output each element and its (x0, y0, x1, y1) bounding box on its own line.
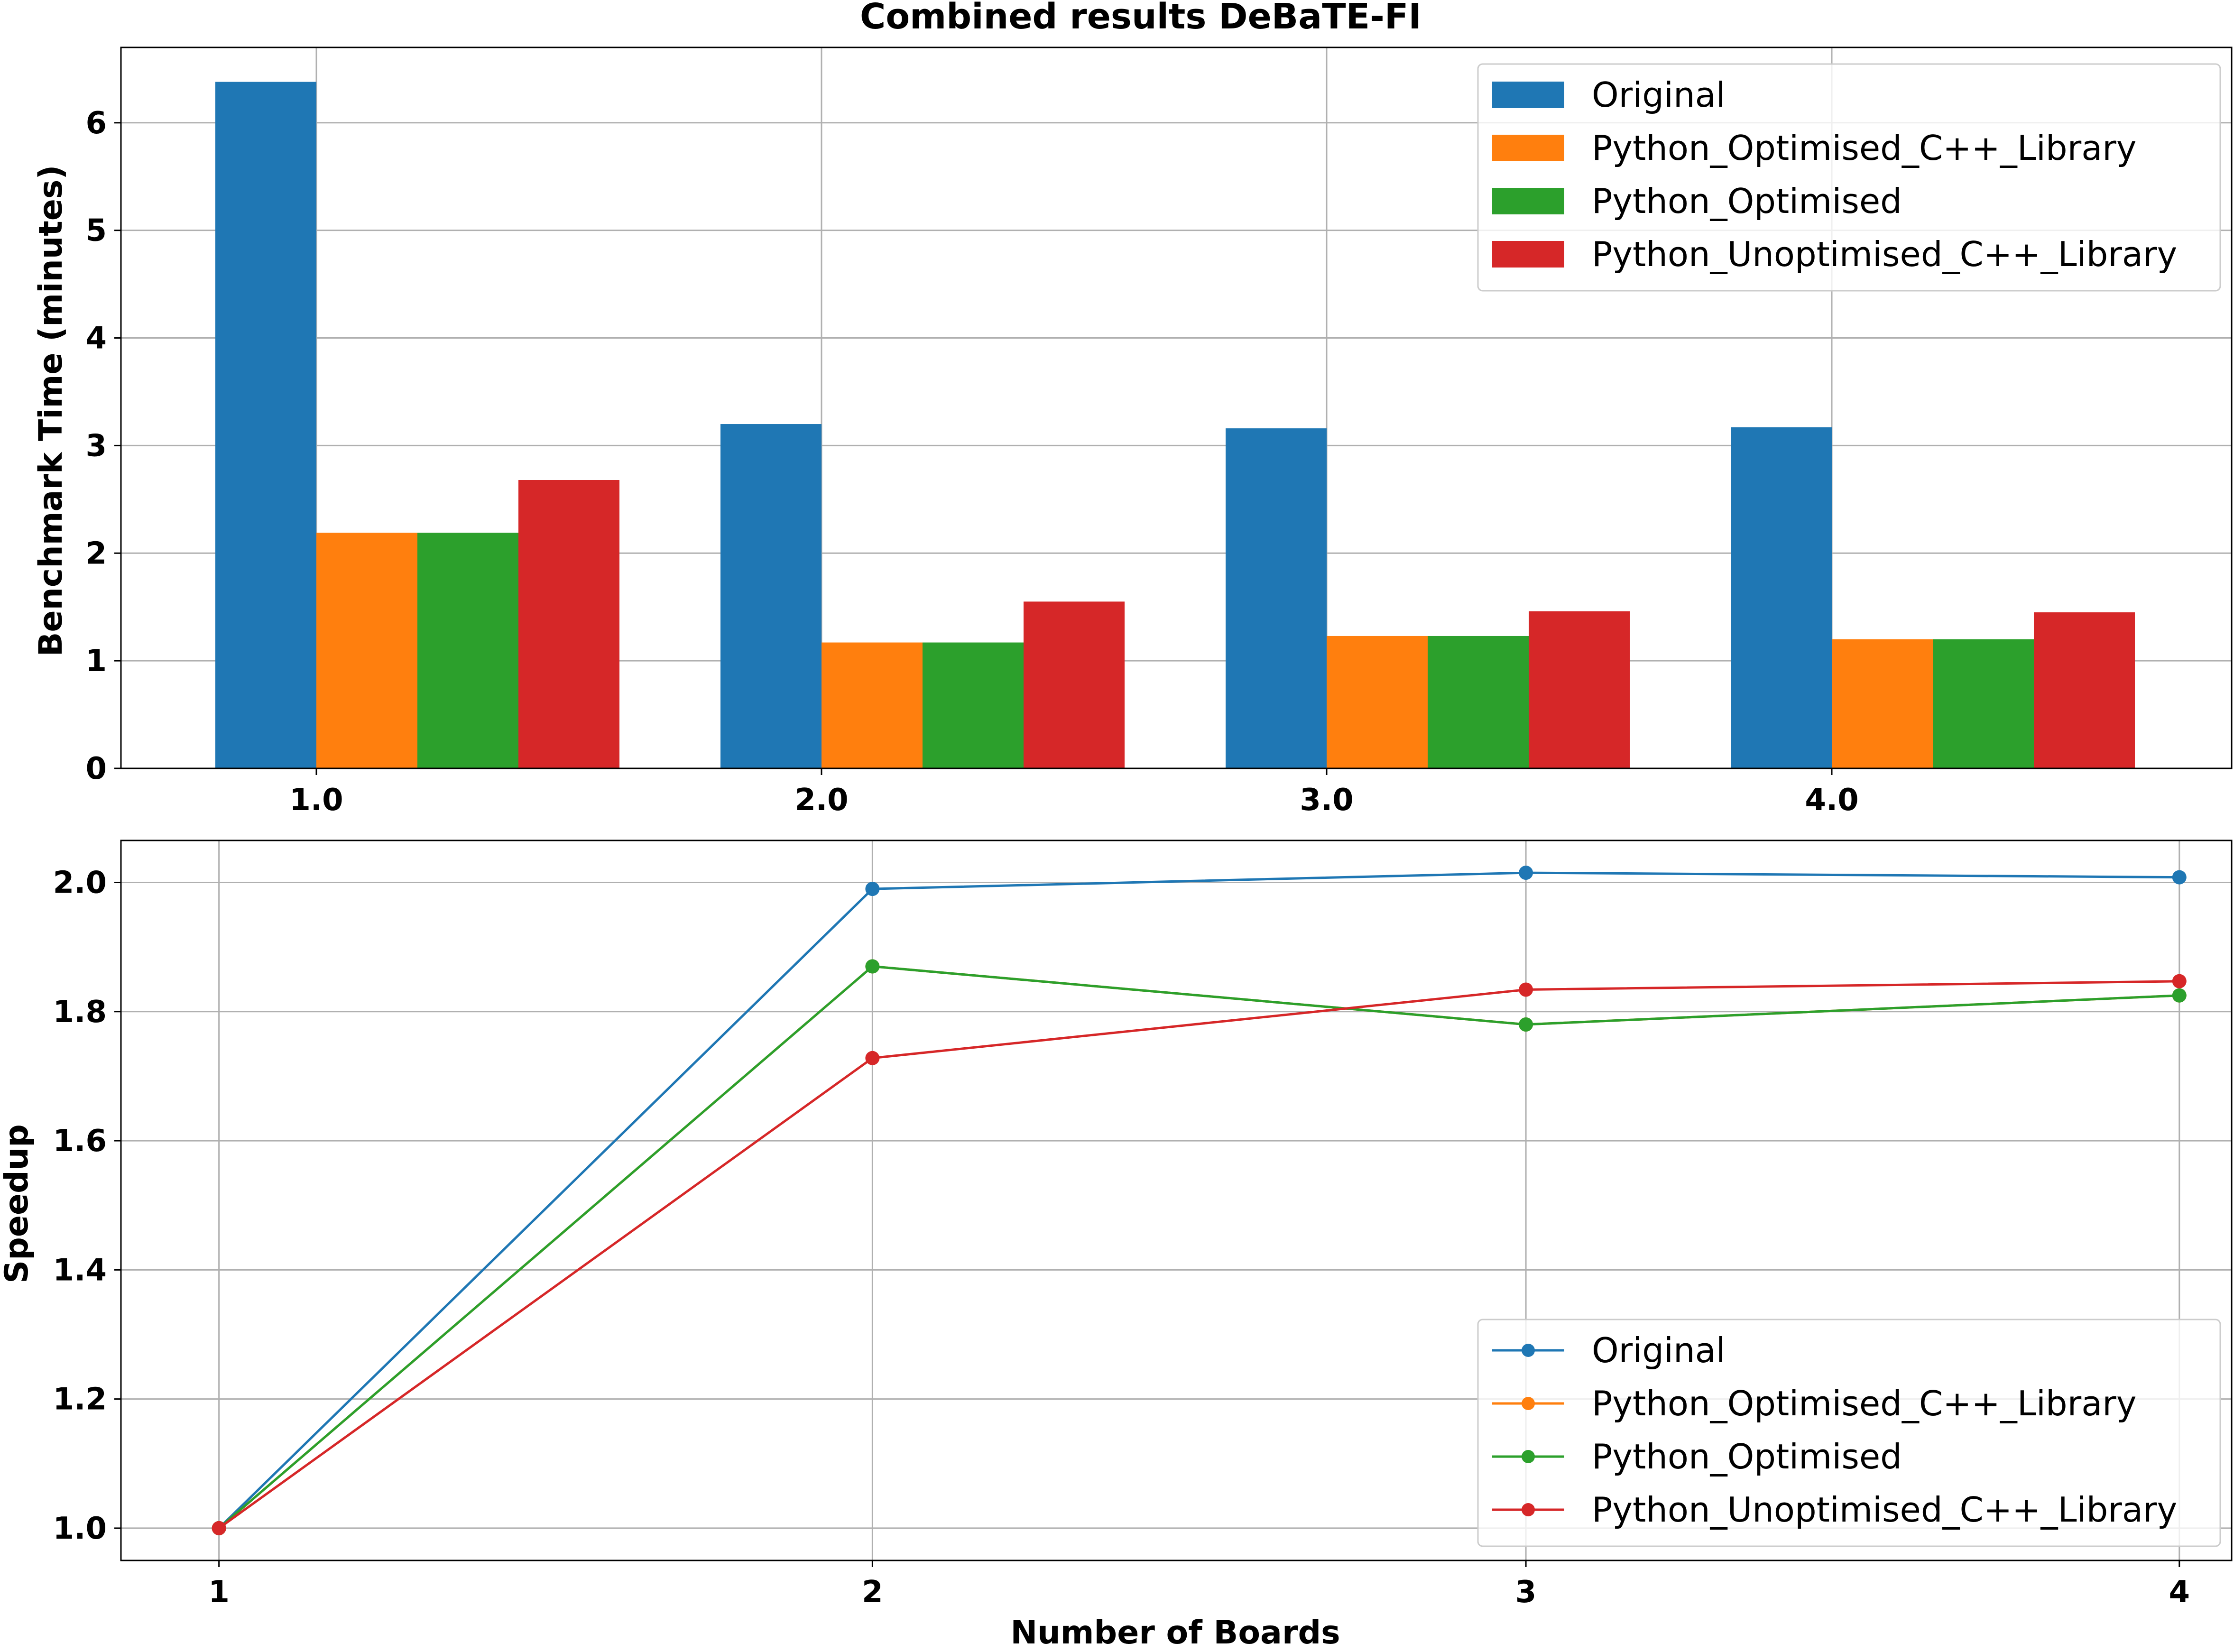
legend-label: Python_Optimised_C++_Library (1592, 128, 2137, 168)
bar-chart-y-tick-label: 3 (85, 428, 107, 463)
bar (923, 642, 1024, 768)
line-chart-x-ticks: 1 2 3 4 (208, 1560, 2190, 1610)
bar (1428, 636, 1529, 768)
bar-chart-y-ticks: 0 1 2 3 4 5 6 (85, 106, 121, 786)
line-chart-y-tick-label: 2.0 (53, 865, 107, 900)
legend-label: Python_Unoptimised_C++_Library (1592, 234, 2177, 274)
line-chart-y-tick-label: 1.6 (53, 1124, 107, 1159)
line-chart-x-tick-label: 4 (2169, 1575, 2190, 1610)
bar (1832, 639, 1933, 768)
bar (1933, 639, 2034, 768)
bar-chart-x-tick-label: 4.0 (1805, 783, 1858, 818)
legend-label: Python_Optimised (1592, 1437, 1902, 1477)
bar-chart-y-tick-label: 1 (85, 644, 107, 679)
bar (215, 82, 316, 768)
legend-swatch (1492, 82, 1564, 108)
legend-box (1477, 1319, 2221, 1547)
legend-label: Python_Optimised_C++_Library (1592, 1384, 2137, 1423)
line-point (1519, 866, 1533, 880)
bar-chart-y-tick-label: 6 (85, 106, 107, 141)
line-series-path (218, 871, 2179, 1529)
bar (1529, 611, 1630, 768)
line-point (865, 959, 880, 974)
line-point (2172, 870, 2187, 885)
bar (316, 533, 417, 768)
line-chart-y-tick-label: 1.4 (53, 1253, 107, 1288)
bar-chart-x-ticks: 1.0 2.0 3.0 4.0 (289, 768, 1859, 818)
bar (1024, 601, 1125, 768)
legend-swatch (1492, 188, 1564, 214)
line-point (865, 1051, 880, 1065)
line-chart: 1 2 3 4 1.0 1.2 1.4 1.6 1.8 2.0 Number of Boards… (0, 840, 2233, 1652)
legend-swatch (1492, 135, 1564, 161)
line-chart-y-tick-label: 1.8 (53, 995, 107, 1030)
bar (1731, 427, 1832, 768)
line-series-path (218, 980, 2179, 1529)
line-point (865, 882, 880, 896)
line-chart-frame (120, 840, 2233, 1561)
bar (822, 642, 923, 768)
line-series-path (218, 965, 2179, 1529)
line-chart-series (212, 866, 2187, 1535)
bar-chart-y-tick-label: 4 (85, 321, 107, 356)
line-chart-x-tick-label: 1 (208, 1575, 230, 1610)
line-chart-y-axis-label: Speedup (0, 1124, 36, 1283)
line-chart-y-ticks: 1.0 1.2 1.4 1.6 1.8 2.0 (53, 865, 121, 1546)
chart-title: Combined results DeBaTE-FI (860, 0, 1422, 37)
bar-chart-y-tick-label: 5 (85, 213, 107, 249)
bar (1226, 428, 1327, 768)
bar (1327, 636, 1428, 768)
bar-chart-x-tick-label: 3.0 (1300, 783, 1353, 818)
legend-marker (1522, 1344, 1535, 1357)
line-chart-x-tick-label: 3 (1515, 1575, 1537, 1610)
line-point (2172, 988, 2187, 1003)
legend-label: Original (1592, 75, 1726, 115)
legend-label: Python_Unoptimised_C++_Library (1592, 1490, 2177, 1530)
line-chart-x-axis-label: Number of Boards (1010, 1614, 1340, 1652)
bar-chart-bars (215, 82, 2135, 768)
bar-chart-legend: Original Python_Optimised_C++_Library Pyth… (1477, 63, 2221, 292)
bar-chart-y-axis-label: Benchmark Time (minutes) (32, 165, 70, 657)
line-chart-y-tick-label: 1.2 (53, 1382, 107, 1417)
legend-marker (1522, 1450, 1535, 1463)
legend-marker (1522, 1397, 1535, 1410)
line-point (212, 1521, 226, 1535)
bar-chart-y-tick-label: 2 (85, 536, 107, 571)
legend-label: Original (1592, 1330, 1726, 1370)
bar (417, 533, 518, 768)
line-point (2172, 974, 2187, 988)
bar-chart: 1.0 2.0 3.0 4.0 0 1 2 3 4 5 6 Benchmark Time (min… (32, 46, 2233, 818)
bar-chart-x-tick-label: 1.0 (289, 783, 343, 818)
bar (518, 480, 619, 768)
line-chart-x-tick-label: 2 (862, 1575, 883, 1610)
bar-chart-frame (120, 46, 2233, 769)
line-chart-legend: Original Python_Optimised_C++_Library Pyth… (1477, 1319, 2221, 1547)
legend-swatch (1492, 241, 1564, 268)
legend-marker (1522, 1503, 1535, 1516)
legend-box (1477, 63, 2221, 292)
line-point (1519, 982, 1533, 997)
line-point (1519, 1017, 1533, 1032)
bar (2034, 612, 2135, 768)
bar-chart-x-tick-label: 2.0 (794, 783, 848, 818)
legend-label: Python_Optimised (1592, 181, 1902, 221)
bar (720, 424, 822, 768)
line-chart-y-tick-label: 1.0 (53, 1511, 107, 1546)
bar-chart-y-tick-label: 0 (85, 751, 107, 786)
